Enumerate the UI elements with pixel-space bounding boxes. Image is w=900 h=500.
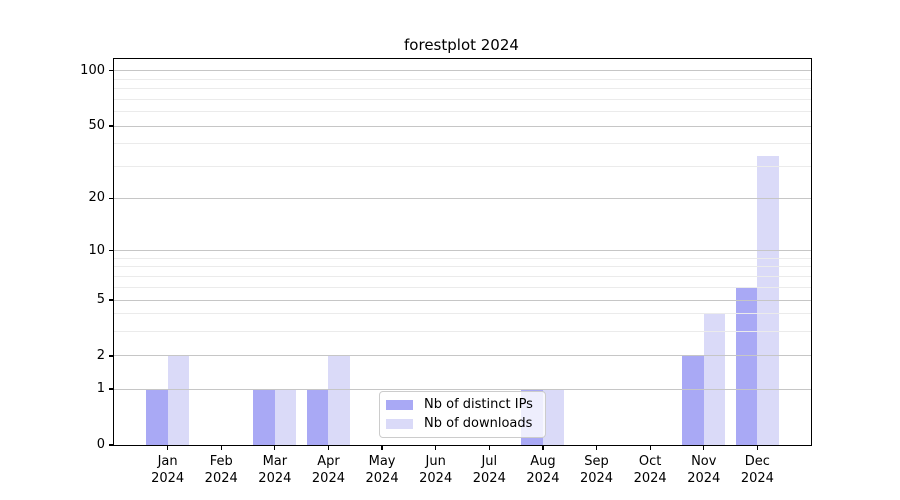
gridline-major-100	[114, 70, 811, 72]
y-tick-50	[109, 125, 114, 127]
gridline-minor-40	[114, 143, 811, 145]
x-tick-label-nov: Nov 2024	[687, 454, 721, 486]
gridline-major-1	[114, 388, 811, 390]
y-tick-1	[109, 388, 114, 390]
bar-downloads-jan	[167, 355, 190, 445]
x-tick-label-jul: Jul 2024	[472, 454, 506, 486]
x-tick-apr	[327, 446, 330, 450]
gridline-minor-60	[114, 110, 811, 112]
x-tick-mar	[274, 446, 276, 450]
gridline-major-5	[114, 299, 811, 301]
x-tick-may	[381, 446, 383, 450]
x-tick-label-sep: Sep 2024	[579, 454, 614, 486]
x-tick-oct	[649, 446, 651, 450]
legend-swatch-distinct-ips-icon	[386, 400, 413, 410]
bar-downloads-apr	[328, 355, 350, 445]
gridline-minor-70	[114, 98, 811, 100]
x-tick-dec	[756, 446, 758, 450]
gridline-minor-7	[114, 275, 811, 277]
x-tick-jun	[435, 446, 437, 450]
y-tick-label-10: 10	[88, 242, 105, 258]
x-tick-sep	[595, 446, 598, 450]
x-tick-label-dec: Dec 2024	[740, 454, 774, 486]
x-tick-label-aug: Aug 2024	[526, 454, 560, 486]
x-tick-feb	[220, 446, 222, 450]
x-tick-jul	[488, 446, 490, 450]
legend: Nb of distinct IPs Nb of downloads	[379, 391, 546, 438]
gridline-minor-6	[114, 286, 811, 288]
plot-area	[113, 58, 812, 446]
y-tick-label-2: 2	[96, 347, 105, 363]
x-tick-label-jan: Jan 2024	[151, 454, 185, 486]
bar-downloads-aug	[542, 389, 565, 445]
chart-title: forestplot 2024	[404, 36, 519, 54]
gridline-major-2	[114, 355, 811, 357]
y-tick-label-20: 20	[88, 190, 105, 206]
x-tick-label-mar: Mar 2024	[258, 454, 292, 486]
y-tick-label-0: 0	[96, 437, 105, 452]
legend-row-distinct-ips: Nb of distinct IPs	[386, 398, 545, 412]
x-tick-label-oct: Oct 2024	[633, 454, 667, 486]
y-tick-label-100: 100	[80, 62, 105, 78]
y-tick-10	[109, 250, 114, 252]
gridline-minor-3	[114, 330, 811, 332]
legend-label-distinct-ips: Nb of distinct IPs	[424, 397, 533, 412]
gridline-minor-8	[114, 266, 811, 268]
x-tick-label-may: May 2024	[365, 454, 399, 486]
bar-ips-nov	[682, 355, 704, 445]
x-tick-label-feb: Feb 2024	[204, 454, 238, 486]
bar-downloads-mar	[274, 389, 297, 445]
y-tick-2	[109, 355, 114, 357]
x-tick-label-jun: Jun 2024	[419, 454, 453, 486]
bar-downloads-nov	[703, 313, 726, 445]
y-tick-label-50: 50	[88, 118, 105, 133]
gridline-minor-4	[114, 313, 811, 315]
x-tick-jan	[167, 446, 169, 450]
bar-ips-dec	[735, 287, 758, 445]
y-tick-5	[109, 299, 114, 301]
y-tick-label-5: 5	[96, 292, 105, 308]
gridline-minor-9	[114, 257, 811, 259]
x-tick-label-apr: Apr 2024	[311, 454, 345, 486]
y-tick-0	[109, 444, 114, 446]
gridline-major-10	[114, 250, 811, 252]
legend-row-downloads: Nb of downloads	[386, 417, 545, 431]
gridline-major-50	[114, 125, 811, 127]
y-tick-100	[109, 70, 114, 72]
gridline-minor-80	[114, 88, 811, 89]
bar-downloads-dec	[757, 156, 779, 445]
x-tick-aug	[542, 446, 544, 450]
y-tick-20	[109, 197, 114, 199]
gridline-major-20	[114, 197, 811, 199]
x-tick-nov	[703, 446, 705, 450]
y-tick-label-1: 1	[96, 381, 105, 397]
bar-ips-mar	[253, 389, 275, 445]
gridline-minor-90	[114, 78, 811, 80]
legend-swatch-downloads-icon	[386, 419, 413, 429]
bar-ips-jan	[146, 389, 168, 445]
bar-ips-apr	[306, 389, 329, 445]
gridline-minor-30	[114, 165, 811, 167]
legend-label-downloads: Nb of downloads	[424, 416, 533, 431]
